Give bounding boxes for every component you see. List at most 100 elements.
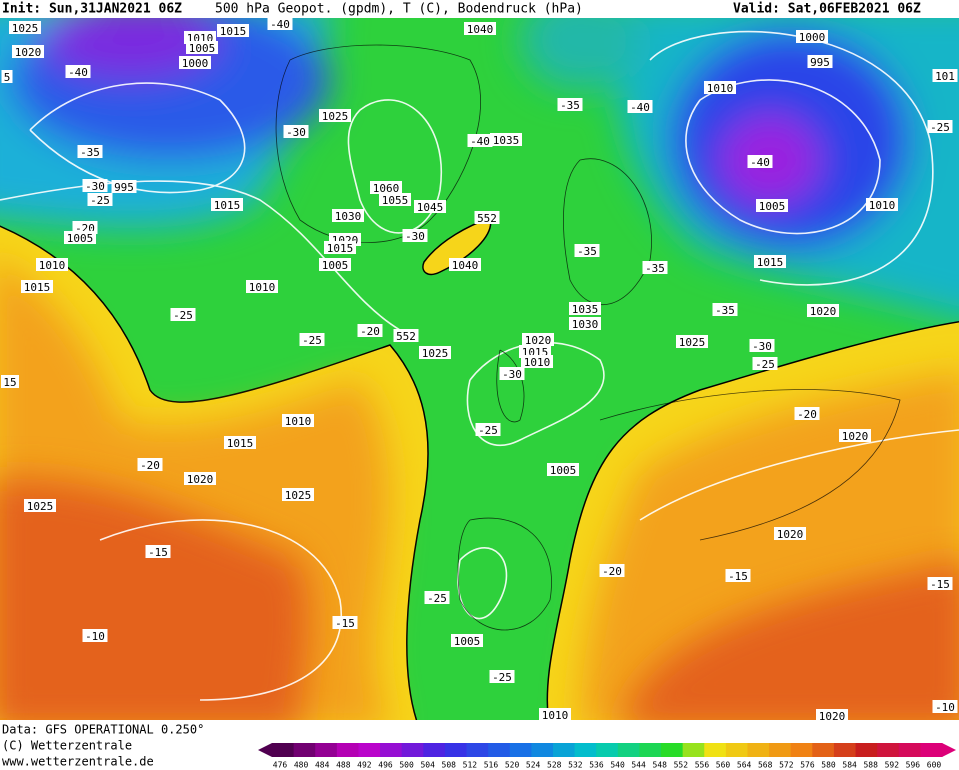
label-box	[319, 109, 351, 122]
isobar-label: -35	[645, 262, 665, 275]
isobar-label: -25	[302, 334, 322, 347]
colorbar-bin	[358, 743, 381, 757]
label-box	[449, 258, 481, 271]
label-box	[82, 179, 108, 192]
isobar-label: -30	[502, 368, 522, 381]
colorbar-label: 552	[674, 761, 689, 770]
colorbar-bin	[639, 743, 662, 757]
colorbar-label: 588	[863, 761, 878, 770]
colorbar-bin	[812, 743, 835, 757]
label-box	[402, 229, 428, 242]
isobar-label: -25	[427, 592, 447, 605]
colorbar-bin	[423, 743, 446, 757]
colorbar-bin	[509, 743, 532, 757]
label-box	[282, 488, 314, 501]
isobar-label: 1000	[182, 57, 209, 70]
isobar-label: -35	[715, 304, 735, 317]
label-box	[211, 198, 243, 211]
label-box	[932, 69, 958, 82]
isobar-label: -30	[405, 230, 425, 243]
isobar-label: -30	[752, 340, 772, 353]
colorbar-bin	[833, 743, 857, 757]
isobar-label: 1055	[382, 194, 409, 207]
label-box	[676, 335, 708, 348]
label-box	[774, 527, 806, 540]
label-box	[184, 472, 216, 485]
colorbar-bin	[596, 743, 619, 757]
isobar-label: 101	[935, 70, 955, 83]
colorbar-bin	[574, 743, 597, 757]
label-box	[179, 56, 211, 69]
isobar-label: 1015	[24, 281, 51, 294]
label-box	[9, 21, 41, 34]
isobar-label: 1025	[285, 489, 312, 502]
label-box	[424, 591, 450, 604]
isobar-label: 1025	[422, 347, 449, 360]
label-box	[414, 200, 446, 213]
isobar-label: -30	[85, 180, 105, 193]
label-box	[752, 357, 778, 370]
data-source: Data: GFS OPERATIONAL 0.250°	[2, 723, 204, 737]
isobar-label: 1025	[12, 22, 39, 35]
isobar-label: 552	[396, 330, 416, 343]
isobar-label: -25	[90, 194, 110, 207]
label-box	[599, 564, 625, 577]
colorbar-bin	[380, 743, 403, 757]
label-box	[1, 70, 13, 83]
isobar-label: -10	[85, 630, 105, 643]
isobar-label: -25	[755, 358, 775, 371]
colorbar-bin	[315, 743, 338, 757]
colorbar-arrow	[258, 743, 272, 757]
label-box	[283, 125, 309, 138]
label-box	[319, 258, 351, 271]
isobar-label: 1040	[467, 23, 494, 36]
label-box	[357, 324, 383, 337]
isobar-label: 1010	[869, 199, 896, 212]
label-box	[569, 317, 601, 330]
isobar-label: 1035	[493, 134, 520, 147]
colorbar-label: 556	[695, 761, 710, 770]
label-box	[282, 414, 314, 427]
isobar-label: 1005	[322, 259, 349, 272]
colorbar-bin	[725, 743, 748, 757]
label-box	[839, 429, 871, 442]
label-box	[642, 261, 668, 274]
isobar-label: -40	[68, 66, 88, 79]
label-box	[467, 134, 493, 147]
label-box	[474, 211, 500, 224]
label-box	[24, 499, 56, 512]
colorbar-label: 540	[610, 761, 625, 770]
label-box	[747, 155, 773, 168]
isobar-label: -15	[930, 578, 950, 591]
isobar-label: 1020	[777, 528, 804, 541]
isobar-label: 15	[3, 376, 16, 389]
isobar-label: 1025	[679, 336, 706, 349]
label-box	[111, 180, 137, 193]
colorbar-label: 512	[463, 761, 478, 770]
colorbar-bin	[531, 743, 554, 757]
label-box	[87, 193, 113, 206]
colorbar-label: 580	[821, 761, 836, 770]
colorbar-bin	[877, 743, 900, 757]
isobar-label: -35	[577, 245, 597, 258]
label-box	[754, 255, 786, 268]
isobar-label: 1005	[759, 200, 786, 213]
colorbar-label: 480	[294, 761, 309, 770]
colorbar-label: 544	[631, 761, 646, 770]
isobar-label: -25	[930, 121, 950, 134]
colorbar-bin	[682, 743, 705, 757]
label-box	[932, 700, 958, 713]
map-field	[0, 18, 959, 720]
isobar-label: 1020	[819, 710, 846, 723]
label-box	[522, 333, 554, 346]
colorbar-bin	[336, 743, 359, 757]
label-box	[490, 133, 522, 146]
isobar-label: 1010	[524, 356, 551, 369]
colorbar-bin	[790, 743, 813, 757]
isobar-label: -20	[797, 408, 817, 421]
label-box	[756, 199, 788, 212]
isobar-label: -25	[478, 424, 498, 437]
label-box	[927, 577, 953, 590]
isobar-label: 1010	[542, 709, 569, 722]
